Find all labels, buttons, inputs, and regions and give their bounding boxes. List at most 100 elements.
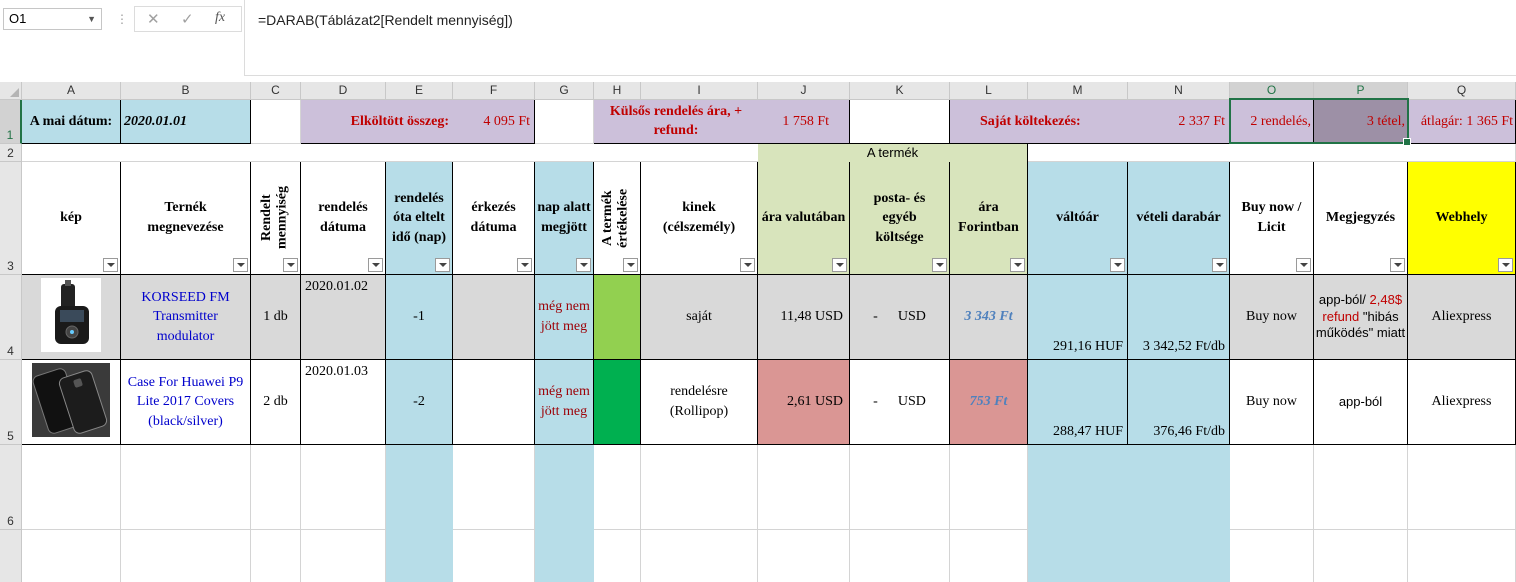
empty-cell[interactable]: [850, 530, 950, 582]
header-price-currency[interactable]: ára valutában: [758, 162, 850, 275]
price-currency-cell[interactable]: 2,61 USD: [758, 360, 850, 445]
empty-cell[interactable]: [1314, 445, 1408, 530]
rating-cell[interactable]: [594, 275, 641, 360]
empty-cell[interactable]: [386, 530, 453, 582]
price-huf-cell[interactable]: 3 343 Ft: [950, 275, 1028, 360]
filter-dropdown-icon[interactable]: [740, 258, 755, 272]
product-name-cell[interactable]: KORSEED FM Transmitter modulator: [121, 275, 251, 360]
column-header-b[interactable]: B: [121, 82, 251, 100]
header-buy-type[interactable]: Buy now / Licit: [1230, 162, 1314, 275]
filter-dropdown-icon[interactable]: [517, 258, 532, 272]
header-image[interactable]: kép: [22, 162, 121, 275]
product-image-cell[interactable]: [22, 275, 121, 360]
row-header-6[interactable]: 6: [0, 445, 22, 530]
cell-g1[interactable]: [535, 100, 594, 144]
product-name-cell[interactable]: Case For Huawei P9 Lite 2017 Covers (bla…: [121, 360, 251, 445]
empty-cell[interactable]: [1128, 530, 1230, 582]
empty-cell[interactable]: [1230, 530, 1314, 582]
unit-price-cell[interactable]: 3 342,52 Ft/db: [1128, 275, 1230, 360]
header-exchange-rate[interactable]: váltóár: [1028, 162, 1128, 275]
rating-cell[interactable]: [594, 360, 641, 445]
note-cell[interactable]: app-ból/ 2,48$ refund "hibás működés" mi…: [1314, 275, 1408, 360]
empty-cell[interactable]: [641, 530, 758, 582]
column-header-f[interactable]: F: [453, 82, 535, 100]
empty-cell[interactable]: [850, 445, 950, 530]
empty-cell[interactable]: [453, 445, 535, 530]
empty-cell[interactable]: [22, 445, 121, 530]
date-label-cell[interactable]: A mai dátum:: [22, 100, 121, 144]
empty-cell[interactable]: [1408, 445, 1516, 530]
header-arrival-date[interactable]: érkezés dátuma: [453, 162, 535, 275]
own-spending-label-cell[interactable]: Saját költekezés:: [950, 100, 1128, 144]
filter-dropdown-icon[interactable]: [103, 258, 118, 272]
header-note[interactable]: Megjegyzés: [1314, 162, 1408, 275]
filter-dropdown-icon[interactable]: [576, 258, 591, 272]
header-product-name[interactable]: Ternék megnevezése: [121, 162, 251, 275]
chevron-down-icon[interactable]: ▼: [87, 14, 96, 24]
row-header-3[interactable]: 3: [0, 162, 22, 275]
filter-dropdown-icon[interactable]: [1010, 258, 1025, 272]
name-box[interactable]: O1 ▼: [3, 8, 102, 30]
column-header-g[interactable]: G: [535, 82, 594, 100]
empty-cell[interactable]: [594, 530, 641, 582]
column-header-h[interactable]: H: [594, 82, 641, 100]
buy-type-cell[interactable]: Buy now: [1230, 360, 1314, 445]
quantity-cell[interactable]: 2 db: [251, 360, 301, 445]
column-header-k[interactable]: K: [850, 82, 950, 100]
column-header-c[interactable]: C: [251, 82, 301, 100]
empty-cell[interactable]: [301, 530, 386, 582]
spent-value-cell[interactable]: 4 095 Ft: [453, 100, 535, 144]
postage-cell[interactable]: - USD: [850, 275, 950, 360]
row-header-7[interactable]: [0, 530, 22, 582]
empty-cell[interactable]: [1028, 530, 1128, 582]
filter-dropdown-icon[interactable]: [1110, 258, 1125, 272]
header-price-huf[interactable]: ára Forintban: [950, 162, 1028, 275]
filter-dropdown-icon[interactable]: [1296, 258, 1311, 272]
empty-cell[interactable]: [251, 445, 301, 530]
column-header-o[interactable]: O: [1230, 82, 1314, 100]
empty-cell[interactable]: [1314, 530, 1408, 582]
exchange-rate-cell[interactable]: 291,16 HUF: [1028, 275, 1128, 360]
recipient-cell[interactable]: rendelésre (Rollipop): [641, 360, 758, 445]
insert-function-icon[interactable]: fx: [215, 10, 226, 25]
postage-cell[interactable]: - USD: [850, 360, 950, 445]
cancel-icon[interactable]: ✕: [147, 11, 160, 28]
product-image-cell[interactable]: [22, 360, 121, 445]
note-cell[interactable]: app-ból: [1314, 360, 1408, 445]
empty-cell[interactable]: [535, 530, 594, 582]
empty-cell[interactable]: [758, 530, 850, 582]
item-count-cell[interactable]: 3 tétel,: [1314, 100, 1408, 144]
header-days-arrived[interactable]: nap alatt megjött: [535, 162, 594, 275]
arrival-date-cell[interactable]: [453, 275, 535, 360]
header-order-date[interactable]: rendelés dátuma: [301, 162, 386, 275]
header-recipient[interactable]: kinek (célszemély): [641, 162, 758, 275]
empty-cell[interactable]: [453, 530, 535, 582]
column-header-m[interactable]: M: [1028, 82, 1128, 100]
filter-dropdown-icon[interactable]: [623, 258, 638, 272]
filter-dropdown-icon[interactable]: [283, 258, 298, 272]
buy-type-cell[interactable]: Buy now: [1230, 275, 1314, 360]
empty-cell[interactable]: [251, 530, 301, 582]
header-unit-price[interactable]: vételi darabár: [1128, 162, 1230, 275]
product-group-header[interactable]: A termék: [758, 144, 1028, 162]
price-huf-cell[interactable]: 753 Ft: [950, 360, 1028, 445]
row2-left[interactable]: [22, 144, 758, 162]
elapsed-days-cell[interactable]: -1: [386, 275, 453, 360]
row-header-5[interactable]: 5: [0, 360, 22, 445]
column-header-d[interactable]: D: [301, 82, 386, 100]
empty-cell[interactable]: [121, 445, 251, 530]
filter-dropdown-icon[interactable]: [435, 258, 450, 272]
column-header-n[interactable]: N: [1128, 82, 1230, 100]
cell-c1[interactable]: [251, 100, 301, 144]
column-header-q[interactable]: Q: [1408, 82, 1516, 100]
empty-cell[interactable]: [22, 530, 121, 582]
exchange-rate-cell[interactable]: 288,47 HUF: [1028, 360, 1128, 445]
column-header-a[interactable]: A: [22, 82, 121, 100]
website-cell[interactable]: Aliexpress: [1408, 360, 1516, 445]
filter-dropdown-icon[interactable]: [1390, 258, 1405, 272]
empty-cell[interactable]: [594, 445, 641, 530]
column-header-j[interactable]: J: [758, 82, 850, 100]
header-quantity[interactable]: Rendelt mennyiség: [251, 162, 301, 275]
order-count-cell[interactable]: 2 rendelés,: [1230, 100, 1314, 144]
empty-cell[interactable]: [641, 445, 758, 530]
